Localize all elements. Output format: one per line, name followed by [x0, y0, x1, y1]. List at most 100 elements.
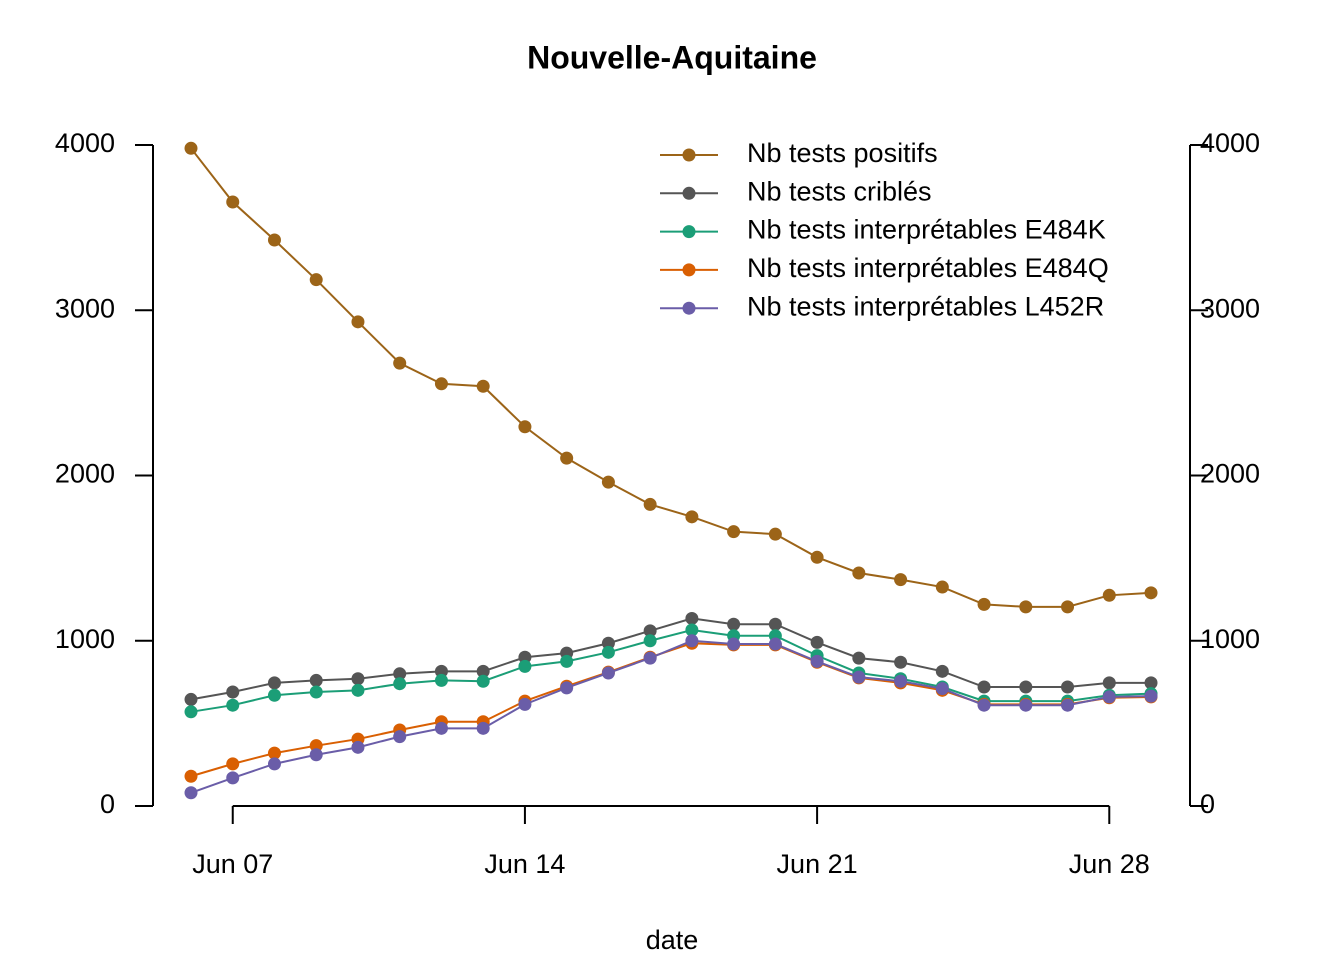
data-point [852, 670, 866, 684]
data-point [727, 637, 741, 651]
data-point [685, 634, 699, 648]
legend-marker [682, 148, 696, 162]
data-point [393, 356, 407, 370]
legend-marker [682, 301, 696, 315]
data-point [184, 769, 198, 783]
data-point [393, 677, 407, 691]
data-point [309, 739, 323, 753]
data-point [393, 667, 407, 681]
data-point [309, 673, 323, 687]
data-point [226, 195, 240, 209]
data-point [601, 636, 615, 650]
data-point [977, 698, 991, 712]
data-point [476, 664, 490, 678]
data-point [476, 721, 490, 735]
data-point [184, 786, 198, 800]
data-point [518, 659, 532, 673]
data-point [935, 682, 949, 696]
data-point [643, 497, 657, 511]
data-point [810, 654, 824, 668]
data-point [434, 377, 448, 391]
data-point [560, 681, 574, 695]
data-point [476, 674, 490, 688]
series-line [190, 617, 1152, 701]
data-point [768, 617, 782, 631]
data-point [643, 634, 657, 648]
data-point [601, 475, 615, 489]
legend-label: Nb tests interprétables L452R [747, 291, 1104, 321]
data-point [601, 645, 615, 659]
x-tick-label: Jun 14 [484, 849, 565, 879]
legend-label: Nb tests interprétables E484Q [747, 253, 1109, 283]
data-point [1144, 586, 1158, 600]
data-point [894, 655, 908, 669]
legend-label: Nb tests interprétables E484K [747, 215, 1106, 245]
x-tick-label: Jun 21 [777, 849, 858, 879]
data-point [685, 611, 699, 625]
series-line [190, 639, 1152, 794]
data-point [977, 680, 991, 694]
data-point [768, 637, 782, 651]
data-point [1144, 689, 1158, 703]
data-point [184, 141, 198, 155]
data-point [184, 692, 198, 706]
legend-marker [682, 186, 696, 200]
data-point [560, 451, 574, 465]
data-point [1144, 676, 1158, 690]
data-point [267, 757, 281, 771]
data-point [727, 617, 741, 631]
data-point [810, 550, 824, 564]
data-point [685, 510, 699, 524]
y-tick-label: 1000 [55, 624, 115, 654]
legend-label: Nb tests criblés [747, 176, 932, 206]
data-point [810, 635, 824, 649]
data-point [1102, 588, 1116, 602]
data-point [309, 685, 323, 699]
data-point [852, 566, 866, 580]
data-point [226, 757, 240, 771]
data-point [1061, 680, 1075, 694]
data-point [518, 420, 532, 434]
data-point [351, 315, 365, 329]
data-point [351, 740, 365, 754]
data-point [643, 651, 657, 665]
legend-marker [682, 263, 696, 277]
data-point [852, 651, 866, 665]
data-point [894, 674, 908, 688]
data-point [1102, 690, 1116, 704]
data-point [226, 685, 240, 699]
y-tick-label: 4000 [55, 128, 115, 158]
data-point [309, 748, 323, 762]
data-point [560, 654, 574, 668]
data-point [977, 597, 991, 611]
data-point [1061, 698, 1075, 712]
chart-title: Nouvelle-Aquitaine [527, 39, 817, 75]
x-tick-label: Jun 28 [1069, 849, 1150, 879]
data-point [434, 673, 448, 687]
y2-tick-label: 0 [1200, 789, 1215, 819]
x-axis-label: date [646, 925, 699, 955]
data-point [727, 525, 741, 539]
data-point [434, 664, 448, 678]
data-point [518, 697, 532, 711]
data-point [1019, 600, 1033, 614]
data-point [267, 233, 281, 247]
data-point [267, 676, 281, 690]
series-line [190, 628, 1152, 713]
data-point [393, 730, 407, 744]
y-tick-label: 0 [100, 789, 115, 819]
data-point [267, 688, 281, 702]
y2-tick-label: 4000 [1200, 128, 1260, 158]
data-point [434, 721, 448, 735]
data-point [935, 664, 949, 678]
data-point [518, 650, 532, 664]
data-point [768, 527, 782, 541]
data-point [601, 666, 615, 680]
data-point [1019, 680, 1033, 694]
data-point [351, 672, 365, 686]
y2-tick-label: 2000 [1200, 459, 1260, 489]
legend-label: Nb tests positifs [747, 138, 938, 168]
y2-tick-label: 1000 [1200, 624, 1260, 654]
data-point [935, 580, 949, 594]
